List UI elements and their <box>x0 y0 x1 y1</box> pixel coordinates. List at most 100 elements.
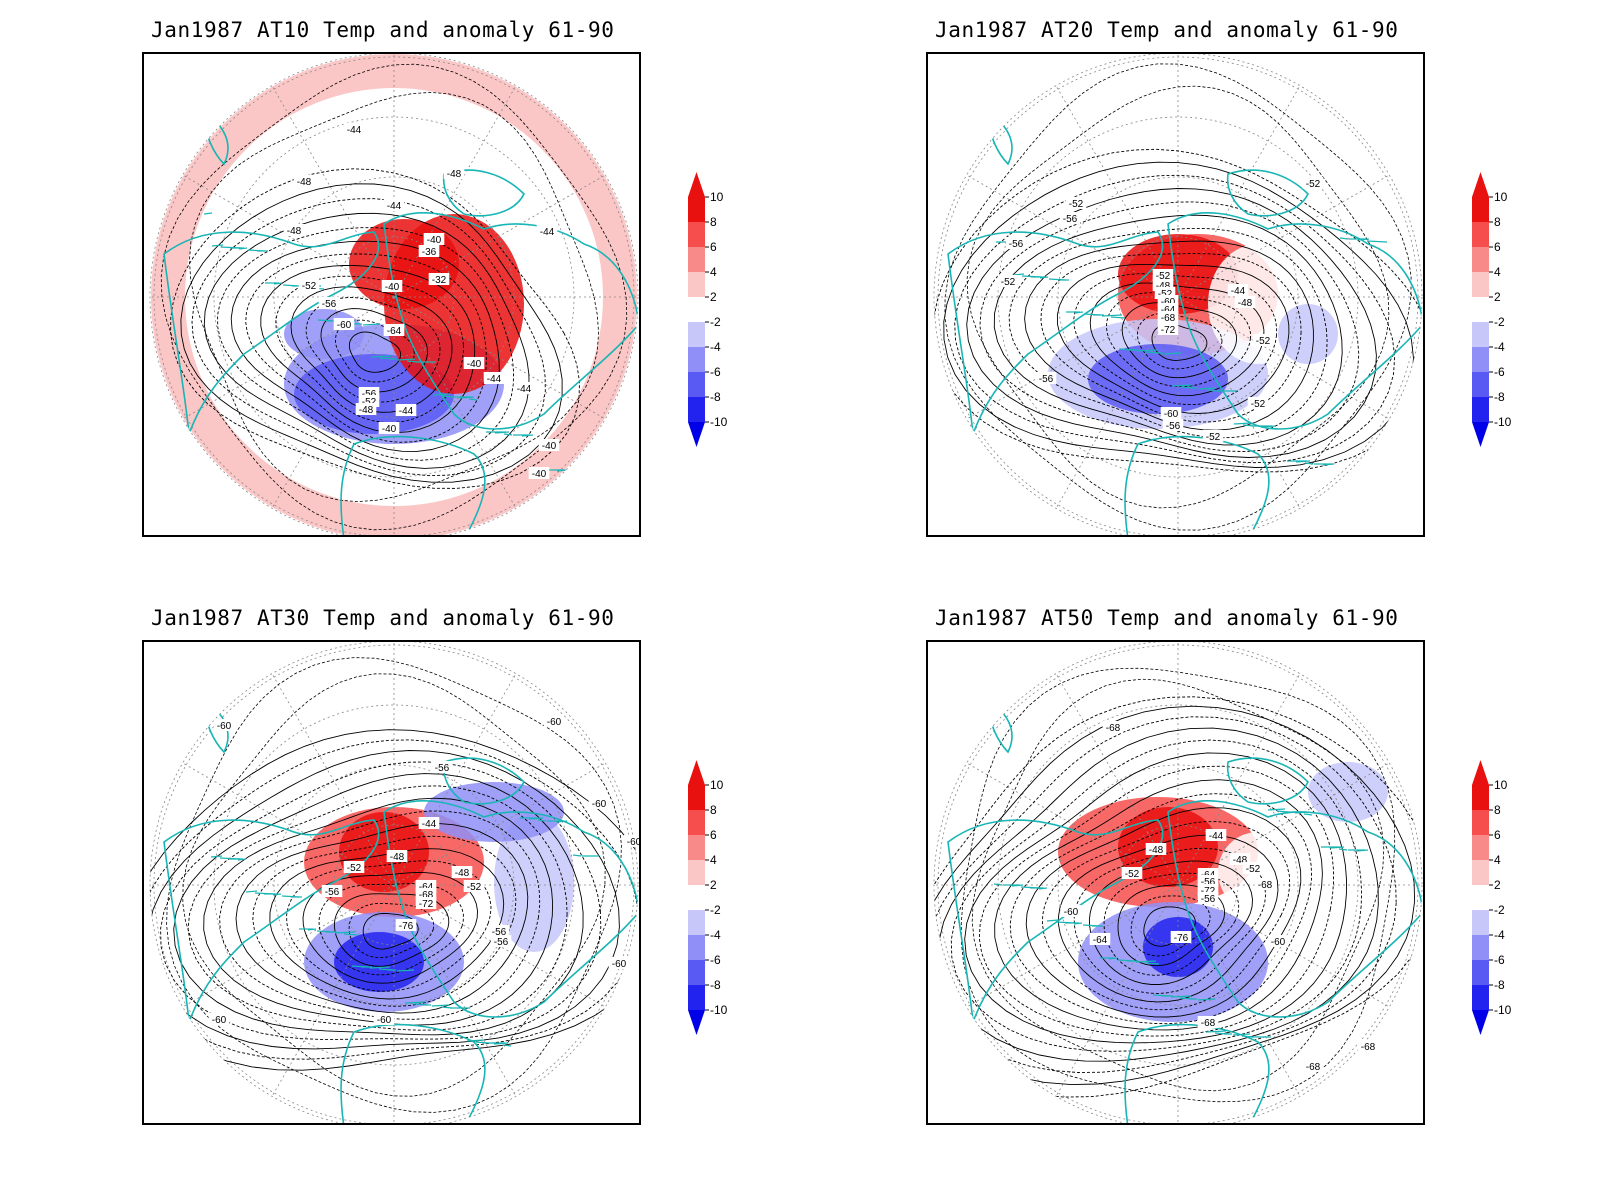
contour-label: -60 <box>377 1015 392 1026</box>
colorbar-swatch <box>688 347 705 372</box>
country-border <box>572 854 582 857</box>
contour-label: -60 <box>1161 297 1176 308</box>
contour-label: -76 <box>1174 933 1189 944</box>
contour-label: -44 <box>387 201 402 212</box>
country-border <box>203 212 213 215</box>
contour-label-bg <box>343 123 365 135</box>
country-border <box>1135 960 1157 963</box>
coastline <box>1124 435 1270 535</box>
contour-label-bg <box>1242 862 1264 874</box>
contour-label: -68 <box>1361 1042 1376 1053</box>
temperature-contour <box>934 696 1422 1098</box>
contour-label-bg <box>538 439 560 451</box>
contour-label: -40 <box>385 282 400 293</box>
country-border <box>406 360 419 363</box>
colorbar-swatch <box>1472 985 1489 1010</box>
temperature-contour <box>269 848 505 1000</box>
colorbar-label: -4 <box>1494 340 1505 354</box>
contour-label-bg <box>1157 311 1179 323</box>
temperature-contour <box>1151 323 1208 361</box>
contour-label: -52 <box>1125 869 1140 880</box>
meridian-line <box>271 85 395 298</box>
colorbar-swatch <box>1472 935 1489 960</box>
colorbar-label: -4 <box>710 340 721 354</box>
country-border <box>502 1044 512 1047</box>
temperature-contour <box>320 308 428 393</box>
contour-label: -68 <box>1106 723 1121 734</box>
temperature-contour <box>950 739 1363 1052</box>
temperature-contour <box>966 188 1377 458</box>
colorbar-label: -6 <box>710 365 721 379</box>
colorbar-at50: 10 8 6 4 2 -2 -4 -6 -8 -10 <box>1472 760 1542 1040</box>
colorbar-swatch <box>688 785 705 810</box>
contour-label: -52 <box>1001 277 1016 288</box>
contour-label-bg <box>213 719 235 731</box>
colorbar-label: -2 <box>1494 315 1505 329</box>
colorbar-swatch <box>1472 785 1489 810</box>
coastline <box>1167 800 1422 1018</box>
contour-label: -44 <box>347 125 362 136</box>
country-border <box>210 855 223 858</box>
colorbar-label: -2 <box>710 315 721 329</box>
contour-label-bg <box>451 866 473 878</box>
country-border <box>316 930 335 933</box>
colorbar-label: -10 <box>710 415 728 429</box>
colorbar-arrow-bottom <box>688 1010 705 1035</box>
meridian-line <box>393 762 606 886</box>
temperature-contour <box>1025 807 1302 1018</box>
contour-label: -44 <box>422 819 437 830</box>
map-boundary <box>933 54 1423 535</box>
contour-label: -44 <box>487 374 502 385</box>
colorbar-swatch <box>1472 222 1489 247</box>
panel-title-at10: Jan1987 AT10 Temp and anomaly 61-90 <box>151 18 615 42</box>
contour-label: -56 <box>325 887 340 898</box>
meridian-line <box>271 296 395 509</box>
contour-label-bg <box>321 885 343 897</box>
country-border <box>1241 1035 1254 1038</box>
contour-label-bg <box>1267 935 1289 947</box>
temperature-contour <box>333 893 450 967</box>
meridian-line <box>966 296 1179 420</box>
polar-map-at30: -60 -60-56-60-44-60-52-48-48-56 -52-64-68-… <box>149 642 639 1123</box>
map-layer <box>150 642 638 1123</box>
temperature-contour <box>290 286 453 413</box>
country-border <box>1214 1032 1230 1035</box>
contour-label-bg <box>1252 334 1274 346</box>
contour-label: -52 <box>1256 336 1271 347</box>
colorbar-at30: 10 8 6 4 2 -2 -4 -6 -8 -10 <box>688 760 758 1040</box>
anomaly-area <box>1088 344 1228 414</box>
contour-label: -60 <box>547 717 562 728</box>
contour-label-bg <box>513 382 535 394</box>
temperature-contour <box>994 779 1323 1031</box>
contour-label-bg <box>418 245 440 257</box>
colorbar-label: -4 <box>710 928 721 942</box>
coastline <box>1226 169 1309 217</box>
temperature-contour <box>245 253 487 443</box>
contour-label: -48 <box>455 868 470 879</box>
contour-label-bg <box>1145 843 1167 855</box>
country-border <box>1152 994 1171 997</box>
temperature-contour <box>203 212 530 469</box>
contour-label-bg <box>1302 177 1324 189</box>
colorbar-label: 4 <box>710 265 717 279</box>
contour-label-bg <box>415 897 437 909</box>
contour-label-bg <box>208 1013 230 1025</box>
country-border <box>396 969 415 972</box>
country-border <box>1233 422 1252 425</box>
coastline <box>340 1023 486 1123</box>
colorbar-label: 6 <box>710 828 717 842</box>
country-border <box>404 1001 426 1004</box>
contour-label: -32 <box>432 275 447 286</box>
country-border <box>1232 1033 1251 1036</box>
colorbar-label: -10 <box>710 1003 728 1017</box>
contour-label: -56 <box>435 763 450 774</box>
anomaly-area <box>1278 304 1338 364</box>
contour-label: -44 <box>540 227 555 238</box>
contour-label-bg <box>463 880 485 892</box>
colorbar-svg: 10 8 6 4 2 -2 -4 -6 -8 -10 <box>688 760 728 1035</box>
contour-label: -60 <box>612 959 627 970</box>
coastline <box>163 819 380 1023</box>
meridian-line <box>271 884 395 1097</box>
temperature-contour <box>170 168 580 489</box>
contour-label: -36 <box>422 247 437 258</box>
